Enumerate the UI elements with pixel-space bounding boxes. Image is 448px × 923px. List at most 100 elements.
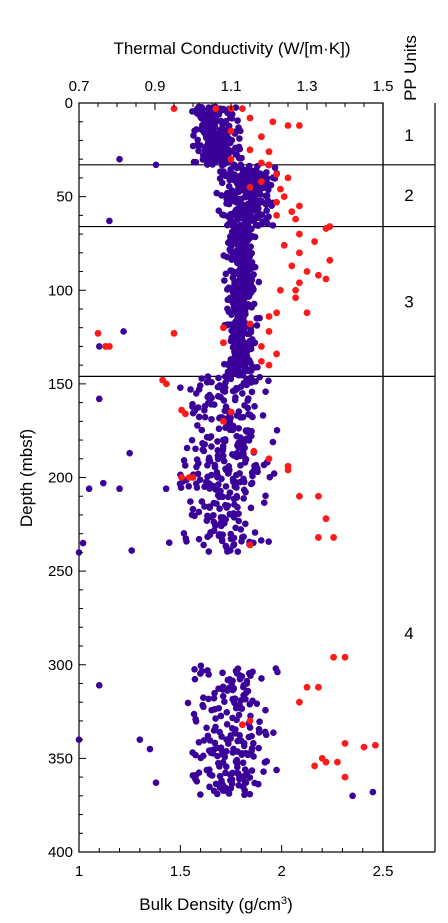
conductivity-point — [360, 743, 368, 751]
conductivity-point — [250, 447, 258, 455]
density-point — [228, 311, 235, 318]
density-point — [243, 347, 251, 355]
density-point — [211, 739, 219, 747]
density-point — [266, 473, 274, 481]
density-point — [244, 404, 252, 412]
density-point — [222, 483, 230, 490]
density-point — [241, 766, 249, 773]
conductivity-point — [311, 238, 318, 245]
density-point — [251, 203, 259, 210]
y-tick-label: 0 — [65, 95, 73, 112]
density-point — [237, 127, 244, 135]
density-point — [260, 768, 267, 775]
density-point — [237, 462, 244, 469]
density-point — [249, 413, 256, 421]
density-point — [183, 444, 191, 452]
density-point — [190, 132, 197, 139]
density-point — [235, 711, 243, 719]
density-point — [273, 427, 281, 434]
conductivity-point — [246, 114, 254, 122]
density-point — [195, 535, 203, 543]
conductivity-point — [330, 653, 337, 661]
density-point — [263, 174, 271, 182]
density-point — [236, 675, 244, 683]
density-point — [126, 449, 133, 457]
density-point — [190, 158, 198, 166]
conductivity-point — [303, 683, 311, 691]
density-point — [246, 790, 254, 798]
density-point — [241, 787, 249, 794]
density-point — [244, 237, 251, 244]
density-point — [251, 402, 258, 410]
pp-unit-label: 4 — [404, 624, 413, 643]
density-point — [202, 123, 210, 130]
density-point — [215, 425, 223, 433]
density-points — [75, 103, 377, 800]
density-point — [229, 387, 237, 395]
density-point — [234, 548, 242, 555]
density-point — [238, 357, 245, 365]
density-point — [214, 393, 222, 400]
density-point — [240, 681, 248, 689]
density-point — [240, 533, 247, 540]
density-point — [194, 470, 202, 478]
density-point — [238, 314, 246, 322]
density-point — [136, 736, 144, 743]
density-point — [224, 221, 231, 229]
density-point — [237, 213, 244, 221]
density-point — [221, 698, 228, 706]
density-point — [189, 505, 197, 513]
pp-units-header: PP Units — [401, 35, 420, 101]
density-point — [237, 172, 245, 179]
density-point — [248, 745, 256, 752]
density-point — [210, 694, 218, 702]
density-point — [262, 706, 269, 714]
density-point — [211, 689, 218, 697]
density-point — [196, 382, 204, 389]
pp-unit-label: 3 — [404, 292, 413, 311]
density-point — [219, 686, 227, 693]
conductivity-point — [341, 653, 349, 661]
conductivity-point — [292, 215, 299, 223]
conductivity-point — [330, 534, 337, 541]
density-point — [238, 154, 245, 162]
density-point — [230, 534, 238, 542]
density-point — [244, 751, 252, 759]
density-point — [196, 476, 204, 484]
density-point — [265, 377, 272, 385]
density-point — [192, 715, 199, 723]
density-point — [229, 332, 237, 340]
density-point — [257, 191, 264, 198]
density-point — [235, 334, 242, 341]
density-point — [219, 669, 226, 677]
density-point — [254, 780, 262, 788]
conductivity-point — [170, 329, 178, 337]
density-point — [191, 675, 199, 683]
density-point — [95, 682, 103, 689]
density-point — [234, 737, 241, 745]
x-bottom-tick-label: 2 — [277, 863, 285, 880]
density-point — [193, 110, 201, 117]
density-point — [240, 295, 248, 303]
density-point — [189, 400, 196, 408]
conductivity-point — [326, 223, 334, 230]
density-point — [201, 483, 208, 490]
density-point — [229, 422, 237, 430]
density-point — [210, 518, 218, 526]
density-point — [220, 142, 228, 150]
density-point — [193, 126, 200, 133]
density-point — [228, 241, 236, 248]
density-point — [226, 510, 234, 518]
density-point — [243, 171, 250, 178]
density-point — [239, 447, 247, 454]
density-point — [219, 531, 227, 538]
density-point — [205, 104, 213, 111]
conductivity-point — [372, 741, 379, 749]
density-point — [237, 526, 245, 533]
conductivity-point — [296, 230, 303, 238]
density-point — [146, 745, 154, 753]
density-point — [216, 728, 223, 736]
y-tick-label: 250 — [48, 563, 73, 580]
y-tick-label: 200 — [48, 470, 73, 487]
density-point — [214, 752, 221, 760]
